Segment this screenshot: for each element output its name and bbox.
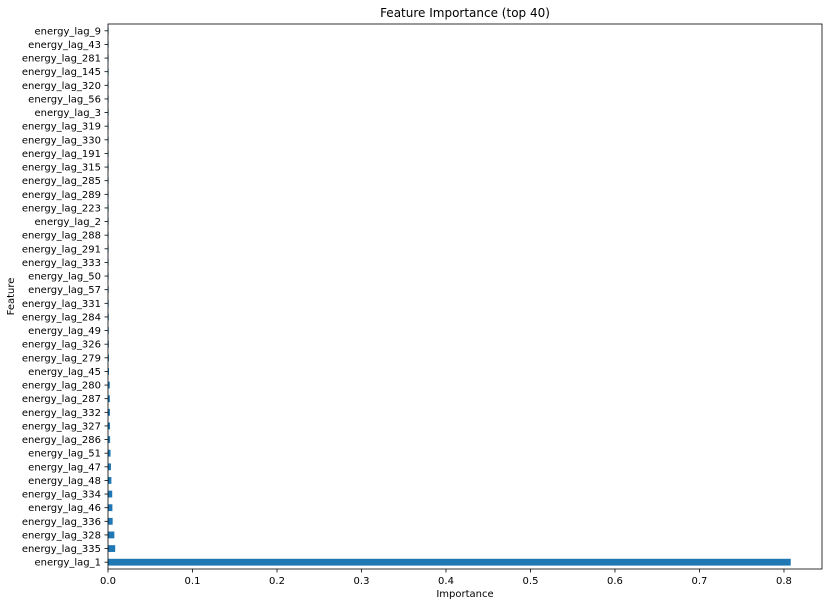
x-tick-labels: 0.0 0.1 0.2 0.3 0.4 0.5 0.6 0.7 0.8 [100, 569, 792, 587]
bar-energy_lag_336 [108, 517, 113, 525]
x-tick-label: 0.3 [354, 576, 370, 587]
bar-energy_lag_335 [108, 545, 116, 552]
bar-energy_lag_332 [108, 408, 110, 416]
y-tick-label: energy_lag_291 [22, 244, 101, 255]
y-tick-label: energy_lag_2 [35, 217, 101, 228]
y-tick-label: energy_lag_9 [35, 26, 101, 37]
y-tick-label: energy_lag_288 [22, 231, 101, 242]
y-tick-label: energy_lag_328 [22, 530, 101, 541]
y-tick-label: energy_lag_48 [28, 476, 101, 487]
y-tick-label: energy_lag_285 [22, 176, 101, 187]
x-axis-label: Importance [436, 589, 493, 600]
x-tick-label: 0.6 [607, 576, 623, 587]
bars-group [108, 27, 791, 566]
y-tick-label: energy_lag_330 [22, 135, 101, 146]
y-tick-label: energy_lag_289 [22, 190, 101, 201]
y-tick-label: energy_lag_332 [22, 408, 101, 419]
y-tick-label: energy_lag_47 [28, 462, 101, 473]
x-tick-label: 0.2 [269, 576, 285, 587]
y-tick-label: energy_lag_49 [28, 326, 101, 337]
bar-energy_lag_51 [108, 449, 111, 457]
y-tick-label: energy_lag_50 [28, 272, 101, 283]
y-tick-label: energy_lag_3 [35, 108, 101, 119]
y-tick-label: energy_lag_284 [22, 312, 101, 323]
y-tick-label: energy_lag_315 [22, 163, 101, 174]
y-tick-labels: energy_lag_1 energy_lag_335 energy_lag_328… [22, 26, 108, 569]
y-tick-label: energy_lag_334 [22, 490, 101, 501]
bar-energy_lag_334 [108, 490, 113, 498]
bar-energy_lag_45 [108, 368, 110, 375]
y-tick-label: energy_lag_56 [28, 94, 101, 105]
y-tick-label: energy_lag_57 [28, 285, 101, 296]
bar-energy_lag_47 [108, 463, 111, 471]
y-tick-label: energy_lag_46 [28, 503, 101, 514]
y-tick-label: energy_lag_335 [22, 544, 101, 555]
bar-energy_lag_287 [108, 395, 110, 403]
bar-energy_lag_48 [108, 477, 112, 484]
x-tick-label: 0.1 [185, 576, 201, 587]
y-tick-label: energy_lag_333 [22, 258, 101, 269]
y-tick-label: energy_lag_1 [35, 558, 101, 569]
y-tick-label: energy_lag_286 [22, 435, 101, 446]
x-tick-label: 0.0 [100, 576, 116, 587]
bar-energy_lag_46 [108, 504, 113, 512]
x-tick-label: 0.4 [438, 576, 454, 587]
y-tick-label: energy_lag_223 [22, 203, 101, 214]
bar-energy_lag_1 [108, 558, 791, 566]
y-tick-label: energy_lag_331 [22, 299, 101, 310]
y-tick-label: energy_lag_43 [28, 40, 101, 51]
y-axis-label: Feature [6, 278, 17, 316]
bar-energy_lag_279 [108, 354, 109, 362]
x-tick-label: 0.8 [776, 576, 792, 587]
chart-title: Feature Importance (top 40) [380, 6, 550, 20]
y-tick-label: energy_lag_336 [22, 517, 101, 528]
y-tick-label: energy_lag_51 [28, 449, 101, 460]
x-tick-label: 0.5 [523, 576, 539, 587]
y-tick-label: energy_lag_287 [22, 394, 101, 405]
x-tick-label: 0.7 [692, 576, 708, 587]
y-tick-label: energy_lag_45 [28, 367, 101, 378]
bar-energy_lag_286 [108, 436, 111, 443]
y-tick-label: energy_lag_327 [22, 421, 101, 432]
bar-energy_lag_328 [108, 531, 115, 539]
y-tick-label: energy_lag_280 [22, 381, 101, 392]
plot-frame [107, 23, 823, 570]
bar-energy_lag_327 [108, 422, 111, 430]
bar-energy_lag_280 [108, 381, 110, 389]
y-tick-label: energy_lag_191 [22, 149, 101, 160]
y-tick-label: energy_lag_319 [22, 122, 101, 133]
y-tick-label: energy_lag_279 [22, 353, 101, 364]
bar-energy_lag_326 [108, 340, 109, 348]
y-tick-label: energy_lag_145 [22, 67, 101, 78]
y-tick-label: energy_lag_326 [22, 340, 101, 351]
y-tick-label: energy_lag_281 [22, 54, 101, 65]
y-tick-label: energy_lag_320 [22, 81, 101, 92]
